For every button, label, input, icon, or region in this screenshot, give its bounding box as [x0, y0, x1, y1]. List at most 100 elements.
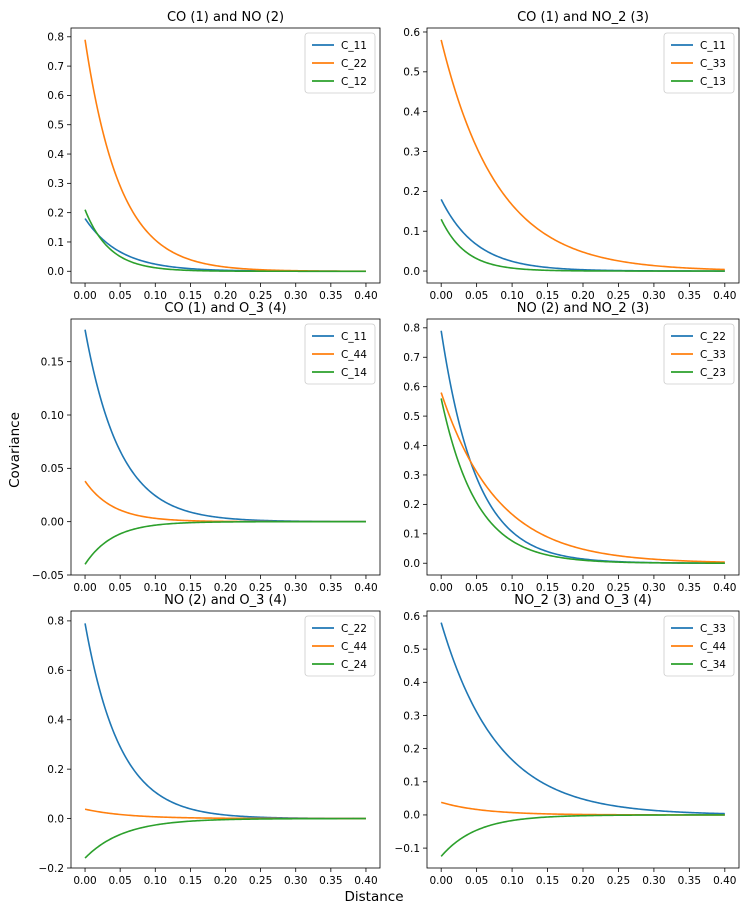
x-tick-label: 0.25	[607, 875, 630, 887]
y-tick-label: 0.2	[403, 499, 420, 511]
y-tick-label: 0.1	[47, 237, 64, 249]
plot-frame	[426, 318, 740, 576]
x-tick-label: 0.00	[429, 290, 452, 302]
x-tick-label: 0.30	[284, 290, 307, 302]
y-tick-label: 0.6	[47, 665, 64, 677]
y-tick-label: 0.2	[47, 207, 64, 219]
y-tick-label: 0.7	[403, 352, 420, 364]
x-tick-label: 0.10	[144, 582, 167, 594]
subplot-title: CO (1) and NO_2 (3)	[517, 10, 649, 25]
y-tick-label: 0.8	[47, 616, 64, 628]
y-tick-label: 0.8	[403, 323, 420, 335]
x-tick-label: 0.10	[500, 582, 523, 594]
legend-label: C_11	[341, 40, 367, 52]
legend-label: C_23	[700, 367, 726, 379]
x-tick-label: 0.40	[354, 582, 377, 594]
legend-box	[663, 32, 735, 94]
legend: C_11 C_44 C_14	[304, 323, 376, 385]
x-tick-label: 0.05	[108, 290, 131, 302]
y-tick-label: 0.3	[403, 146, 420, 158]
y-tick-label: 0.1	[403, 777, 420, 789]
x-tick-label: 0.20	[571, 582, 594, 594]
x-tick-label: 0.40	[713, 290, 736, 302]
x-tick-label: 0.15	[536, 290, 559, 302]
legend-label: C_13	[700, 76, 726, 88]
x-tick-label: 0.20	[571, 875, 594, 887]
series-line-c13	[440, 218, 725, 272]
x-tick-label: 0.35	[319, 290, 342, 302]
plot-frame	[70, 27, 381, 284]
y-tick-label: 0.0	[47, 813, 64, 825]
y-tick-label: 0.6	[403, 611, 420, 623]
x-tick-label: 0.30	[284, 875, 307, 887]
legend-label: C_24	[341, 659, 367, 671]
legend: C_33 C_44 C_34	[663, 615, 735, 677]
series-line-c33	[440, 392, 725, 563]
y-tick-label: −0.1	[395, 843, 421, 855]
legend: C_22 C_33 C_23	[663, 323, 735, 385]
x-tick-label: 0.25	[249, 290, 272, 302]
x-tick-label: 0.25	[607, 582, 630, 594]
legend-box	[663, 323, 735, 385]
y-tick-label: 0.5	[403, 67, 420, 79]
x-tick-label: 0.15	[536, 875, 559, 887]
series-line-c44	[84, 480, 366, 523]
legend-box	[663, 615, 735, 677]
legend-label: C_11	[700, 40, 726, 52]
series-line-c11	[84, 218, 366, 273]
series-line-c33	[440, 39, 725, 271]
y-tick-label: 0.6	[403, 381, 420, 393]
series-line-c44	[84, 808, 366, 820]
y-tick-label: 0.8	[47, 32, 64, 44]
legend-label: C_44	[700, 641, 726, 653]
series-line-c23	[440, 398, 725, 564]
y-tick-label: 0.5	[47, 120, 64, 132]
x-tick-label: 0.10	[500, 290, 523, 302]
y-tick-label: 0.05	[41, 463, 64, 475]
x-tick-label: 0.15	[179, 582, 202, 594]
legend-box	[304, 32, 376, 94]
legend-label: C_33	[700, 349, 726, 361]
y-tick-label: 0.2	[47, 764, 64, 776]
y-tick-label: 0.00	[41, 516, 64, 528]
legend-label: C_12	[341, 76, 367, 88]
legend-box	[304, 615, 376, 677]
y-tick-label: 0.15	[41, 356, 64, 368]
y-tick-label: 0.2	[403, 743, 420, 755]
x-tick-label: 0.00	[73, 582, 96, 594]
x-tick-label: 0.25	[607, 290, 630, 302]
legend-label: C_44	[341, 349, 367, 361]
y-tick-label: 0.4	[47, 715, 64, 727]
x-tick-label: 0.30	[284, 582, 307, 594]
y-tick-label: 0.1	[403, 529, 420, 541]
subplot-title: NO_2 (3) and O_3 (4)	[514, 593, 652, 608]
y-tick-label: 0.4	[403, 440, 420, 452]
y-tick-label: 0.4	[47, 149, 64, 161]
x-tick-label: 0.05	[465, 875, 488, 887]
x-tick-label: 0.35	[319, 582, 342, 594]
plot-frame	[70, 610, 381, 869]
subplot-6: NO_2 (3) and O_3 (4)0.00 0.05 0.10 0.15 0.20…	[395, 593, 740, 887]
subplot-2: CO (1) and NO_2 (3) 0.00 0.05 0.10 0.15 0.20 0…	[403, 10, 740, 302]
x-tick-label: 0.15	[179, 875, 202, 887]
x-tick-label: 0.35	[678, 290, 701, 302]
legend: C_11 C_22 C_12	[304, 32, 376, 94]
x-tick-label: 0.30	[642, 582, 665, 594]
y-tick-label: −0.05	[32, 570, 64, 582]
series-line-c24	[84, 817, 366, 859]
y-tick-label: 0.2	[403, 186, 420, 198]
x-tick-label: 0.00	[73, 290, 96, 302]
x-tick-label: 0.05	[465, 582, 488, 594]
subplot-title: CO (1) and NO (2)	[167, 10, 284, 25]
plot-frame	[426, 27, 740, 284]
x-tick-label: 0.05	[108, 875, 131, 887]
subplot-1: CO (1) and NO (2) 0.00 0.05 0.10 0.15 0.20 0.2…	[47, 10, 381, 302]
series-line-c12	[84, 209, 366, 273]
series-line-c11	[440, 198, 725, 272]
legend-label: C_22	[700, 331, 726, 343]
series-line-c34	[440, 814, 725, 857]
legend-label: C_22	[341, 623, 367, 635]
subplot-3: CO (1) and O_3 (4) 0.00 0.05 0.10 0.15 0.20 0.…	[32, 301, 381, 594]
x-tick-label: 0.30	[642, 290, 665, 302]
